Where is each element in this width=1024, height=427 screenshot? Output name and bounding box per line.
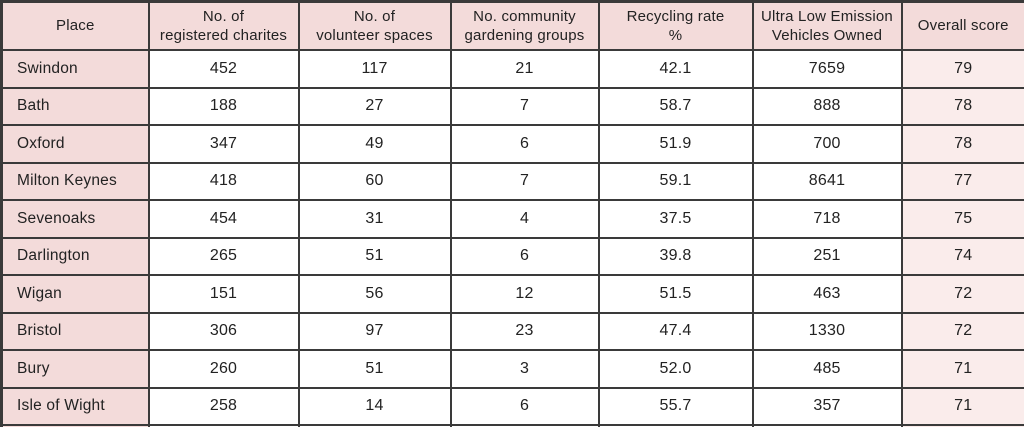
cell-registered-charities: 418: [147, 161, 300, 201]
table-row: Bristol 306 97 23 47.4 1330 72: [0, 311, 1024, 351]
cell-place: Isle of Wight: [0, 386, 150, 426]
cell-place: Bury: [0, 349, 150, 389]
cell-registered-charities: 188: [147, 86, 300, 126]
cell-volunteer-spaces: 27: [297, 86, 452, 126]
cell-ulev-owned: [751, 424, 903, 427]
cell-recycling-rate: 55.7: [597, 386, 754, 426]
cell-registered-charities: 452: [147, 49, 300, 89]
cell-ulev-owned: 8641: [751, 161, 903, 201]
cell-volunteer-spaces: 97: [297, 311, 452, 351]
cell-gardening-groups: 7: [449, 86, 600, 126]
cell-ulev-owned: 718: [751, 199, 903, 239]
cell-place: Sevenoaks: [0, 199, 150, 239]
cell-overall-score: 71: [900, 386, 1024, 426]
table-row-cropped: [0, 424, 1024, 427]
cell-place: Bath: [0, 86, 150, 126]
cell-gardening-groups: 6: [449, 236, 600, 276]
table-row: Bury 260 51 3 52.0 485 71: [0, 349, 1024, 389]
column-header-overall-score: Overall score: [900, 0, 1024, 51]
cell-registered-charities: 454: [147, 199, 300, 239]
cell-recycling-rate: 59.1: [597, 161, 754, 201]
cell-registered-charities: 265: [147, 236, 300, 276]
cell-registered-charities: 306: [147, 311, 300, 351]
cell-registered-charities: 258: [147, 386, 300, 426]
cell-ulev-owned: 357: [751, 386, 903, 426]
cell-place: Swindon: [0, 49, 150, 89]
cell-volunteer-spaces: [297, 424, 452, 427]
cell-overall-score: 77: [900, 161, 1024, 201]
cell-volunteer-spaces: 56: [297, 274, 452, 314]
table-row: Milton Keynes 418 60 7 59.1 8641 77: [0, 161, 1024, 201]
cell-gardening-groups: 6: [449, 124, 600, 164]
cell-volunteer-spaces: 51: [297, 236, 452, 276]
table-row: Isle of Wight 258 14 6 55.7 357 71: [0, 386, 1024, 426]
cell-gardening-groups: [449, 424, 600, 427]
cell-ulev-owned: 1330: [751, 311, 903, 351]
column-header-ulev-owned: Ultra Low Emission Vehicles Owned: [751, 0, 903, 51]
table-row: Swindon 452 117 21 42.1 7659 79: [0, 49, 1024, 89]
cell-overall-score: 75: [900, 199, 1024, 239]
cell-registered-charities: 260: [147, 349, 300, 389]
column-header-gardening-groups: No. community gardening groups: [449, 0, 600, 51]
table-row: Bath 188 27 7 58.7 888 78: [0, 86, 1024, 126]
cell-overall-score: 72: [900, 311, 1024, 351]
cell-gardening-groups: 12: [449, 274, 600, 314]
cell-recycling-rate: 37.5: [597, 199, 754, 239]
cell-place: [0, 424, 150, 427]
cell-overall-score: 72: [900, 274, 1024, 314]
cell-place: Milton Keynes: [0, 161, 150, 201]
cell-recycling-rate: [597, 424, 754, 427]
cell-ulev-owned: 485: [751, 349, 903, 389]
cell-gardening-groups: 7: [449, 161, 600, 201]
header-row: Place No. of registered charites No. of …: [0, 0, 1024, 51]
table-row: Oxford 347 49 6 51.9 700 78: [0, 124, 1024, 164]
column-header-registered-charities: No. of registered charites: [147, 0, 300, 51]
cell-ulev-owned: 251: [751, 236, 903, 276]
cell-overall-score: 79: [900, 49, 1024, 89]
cell-gardening-groups: 21: [449, 49, 600, 89]
cell-ulev-owned: 7659: [751, 49, 903, 89]
cell-registered-charities: 347: [147, 124, 300, 164]
column-header-volunteer-spaces: No. of volunteer spaces: [297, 0, 452, 51]
cell-place: Oxford: [0, 124, 150, 164]
table-row: Wigan 151 56 12 51.5 463 72: [0, 274, 1024, 314]
column-header-place: Place: [0, 0, 150, 51]
cell-place: Bristol: [0, 311, 150, 351]
cell-recycling-rate: 51.5: [597, 274, 754, 314]
cell-gardening-groups: 23: [449, 311, 600, 351]
cell-volunteer-spaces: 49: [297, 124, 452, 164]
cell-overall-score: 78: [900, 86, 1024, 126]
cell-volunteer-spaces: 60: [297, 161, 452, 201]
cell-volunteer-spaces: 31: [297, 199, 452, 239]
cell-recycling-rate: 39.8: [597, 236, 754, 276]
cell-recycling-rate: 51.9: [597, 124, 754, 164]
cell-overall-score: 71: [900, 349, 1024, 389]
cell-ulev-owned: 700: [751, 124, 903, 164]
cell-gardening-groups: 3: [449, 349, 600, 389]
cell-ulev-owned: 463: [751, 274, 903, 314]
table-row: Sevenoaks 454 31 4 37.5 718 75: [0, 199, 1024, 239]
cell-ulev-owned: 888: [751, 86, 903, 126]
cell-overall-score: 78: [900, 124, 1024, 164]
cell-place: Darlington: [0, 236, 150, 276]
cell-registered-charities: [147, 424, 300, 427]
cell-recycling-rate: 47.4: [597, 311, 754, 351]
cell-recycling-rate: 42.1: [597, 49, 754, 89]
cell-volunteer-spaces: 117: [297, 49, 452, 89]
cell-gardening-groups: 6: [449, 386, 600, 426]
cell-volunteer-spaces: 14: [297, 386, 452, 426]
table-row: Darlington 265 51 6 39.8 251 74: [0, 236, 1024, 276]
column-header-recycling-rate: Recycling rate %: [597, 0, 754, 51]
cell-overall-score: 74: [900, 236, 1024, 276]
cell-gardening-groups: 4: [449, 199, 600, 239]
cell-place: Wigan: [0, 274, 150, 314]
cell-registered-charities: 151: [147, 274, 300, 314]
cell-recycling-rate: 58.7: [597, 86, 754, 126]
cell-recycling-rate: 52.0: [597, 349, 754, 389]
cell-volunteer-spaces: 51: [297, 349, 452, 389]
